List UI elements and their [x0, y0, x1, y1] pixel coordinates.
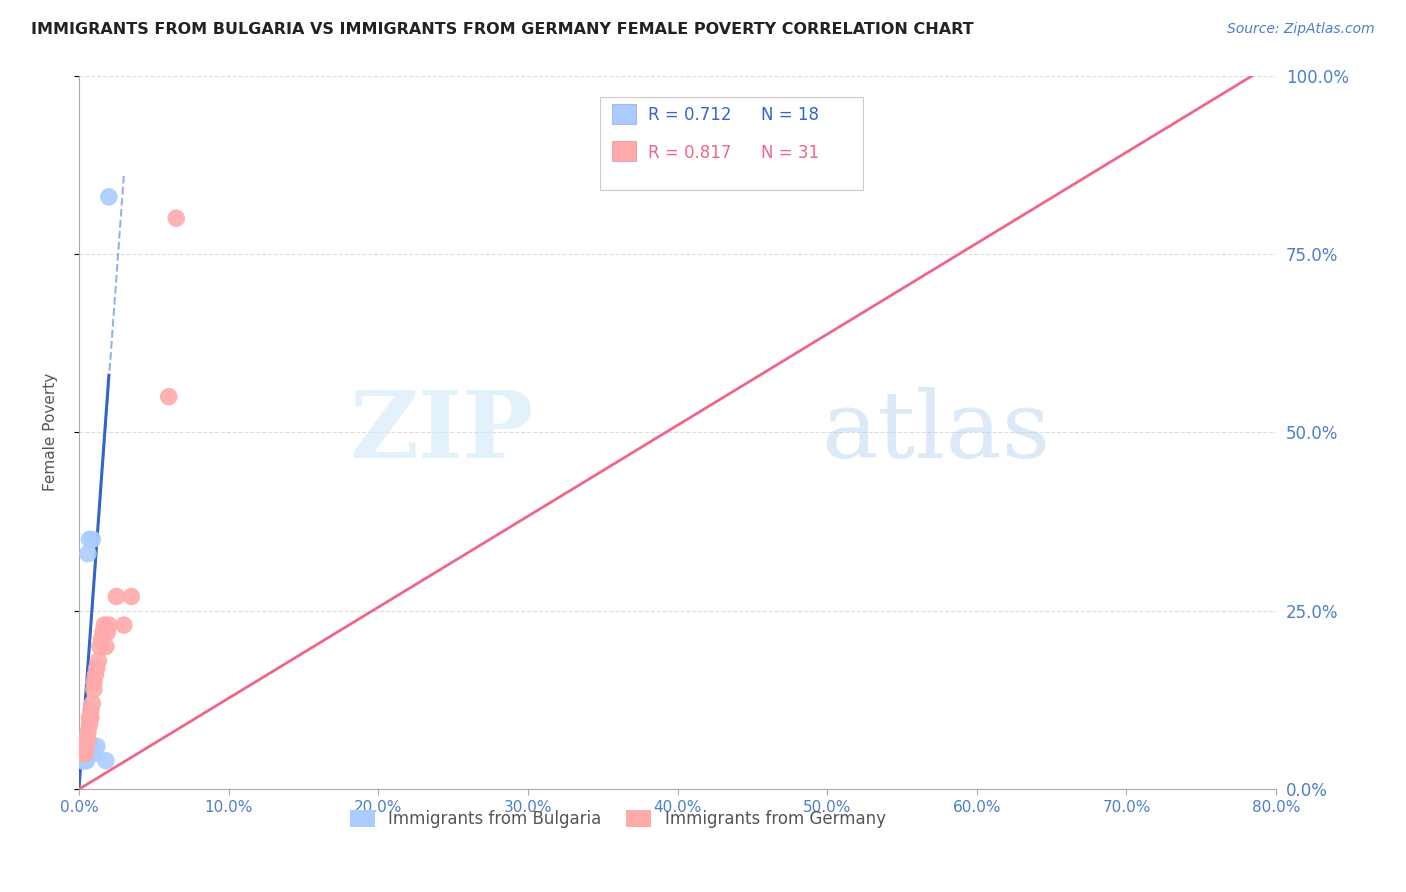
- Point: [72, 747, 94, 761]
- FancyBboxPatch shape: [600, 97, 863, 190]
- Point: [75, 747, 97, 761]
- Point: [79, 718, 101, 732]
- Point: [73, 747, 96, 761]
- Point: [73, 739, 96, 754]
- Text: R = 0.712: R = 0.712: [648, 106, 731, 125]
- Point: [77, 725, 100, 739]
- Point: [75, 739, 97, 754]
- Point: [93, 618, 115, 632]
- Point: [91, 625, 114, 640]
- Point: [77, 547, 100, 561]
- Point: [83, 682, 105, 697]
- Point: [94, 754, 117, 768]
- Point: [77, 747, 100, 761]
- Point: [157, 390, 180, 404]
- Text: N = 31: N = 31: [761, 144, 820, 161]
- Point: [82, 533, 104, 547]
- Point: [77, 732, 100, 747]
- Point: [89, 640, 111, 654]
- Y-axis label: Female Poverty: Female Poverty: [44, 373, 58, 491]
- Point: [70, 754, 93, 768]
- Text: ZIP: ZIP: [350, 387, 534, 477]
- Point: [80, 739, 103, 754]
- Point: [82, 697, 104, 711]
- Point: [73, 747, 96, 761]
- Point: [105, 590, 128, 604]
- Text: R = 0.817: R = 0.817: [648, 144, 731, 161]
- Point: [84, 668, 107, 682]
- Text: IMMIGRANTS FROM BULGARIA VS IMMIGRANTS FROM GERMANY FEMALE POVERTY CORRELATION C: IMMIGRANTS FROM BULGARIA VS IMMIGRANTS F…: [31, 22, 973, 37]
- FancyBboxPatch shape: [612, 104, 636, 124]
- Point: [165, 211, 187, 226]
- Point: [112, 618, 135, 632]
- Point: [75, 754, 97, 768]
- Point: [75, 739, 97, 754]
- Point: [94, 640, 117, 654]
- Point: [97, 618, 120, 632]
- Point: [72, 747, 94, 761]
- Point: [90, 632, 112, 647]
- Point: [80, 704, 103, 718]
- Point: [72, 754, 94, 768]
- Point: [72, 739, 94, 754]
- Point: [79, 711, 101, 725]
- Point: [83, 675, 105, 690]
- Point: [79, 533, 101, 547]
- Point: [96, 625, 118, 640]
- Point: [83, 747, 105, 761]
- Point: [86, 739, 108, 754]
- Text: N = 18: N = 18: [761, 106, 820, 125]
- Text: Source: ZipAtlas.com: Source: ZipAtlas.com: [1227, 22, 1375, 37]
- Point: [86, 661, 108, 675]
- FancyBboxPatch shape: [612, 141, 636, 161]
- Point: [75, 732, 97, 747]
- Point: [73, 754, 96, 768]
- Point: [80, 711, 103, 725]
- Point: [73, 739, 96, 754]
- Text: atlas: atlas: [821, 387, 1050, 477]
- Point: [70, 747, 93, 761]
- Point: [120, 590, 142, 604]
- Legend: Immigrants from Bulgaria, Immigrants from Germany: Immigrants from Bulgaria, Immigrants fro…: [343, 803, 893, 834]
- Point: [87, 654, 110, 668]
- Point: [97, 190, 120, 204]
